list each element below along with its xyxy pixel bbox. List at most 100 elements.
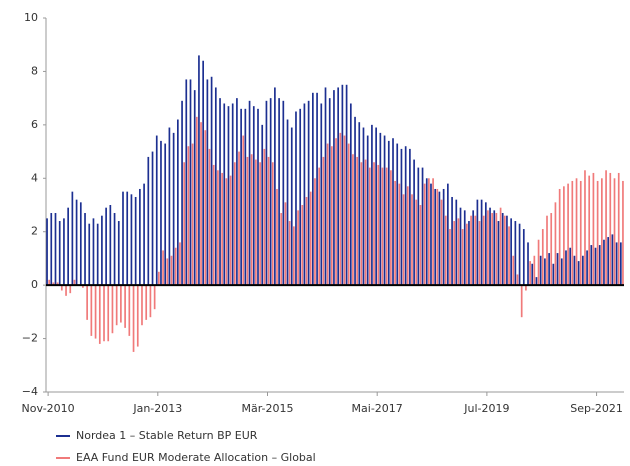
bar <box>162 250 164 286</box>
bar <box>425 178 428 286</box>
bar <box>398 183 401 286</box>
x-tick-label: Mai-2017 <box>352 402 403 415</box>
bar <box>212 164 215 286</box>
bar <box>601 178 603 286</box>
bar <box>71 191 74 286</box>
bar <box>242 135 245 286</box>
bar <box>371 124 373 286</box>
y-tick-label: 4 <box>31 171 38 184</box>
y-tick-label: −4 <box>22 385 38 398</box>
bar <box>533 255 536 286</box>
bar <box>520 285 523 318</box>
bar <box>556 253 559 286</box>
bar <box>149 285 152 318</box>
bar <box>134 196 137 286</box>
bar <box>531 263 534 286</box>
bar <box>84 213 86 286</box>
bar <box>246 156 249 286</box>
bar <box>191 143 194 286</box>
bar <box>409 148 411 286</box>
bar <box>508 226 510 286</box>
bar <box>432 178 434 286</box>
bar <box>377 164 380 286</box>
bar <box>501 213 504 286</box>
bar <box>183 162 186 286</box>
bar <box>109 205 112 286</box>
bar <box>613 178 616 286</box>
bar <box>373 162 375 286</box>
bar <box>459 207 462 286</box>
bar <box>229 175 232 286</box>
bar <box>347 143 350 286</box>
bar <box>447 183 449 286</box>
bar <box>381 167 384 286</box>
bar <box>261 124 264 286</box>
bar <box>103 285 105 342</box>
bar <box>221 172 223 286</box>
bar <box>195 116 198 286</box>
bar <box>290 127 293 286</box>
bar <box>484 202 487 286</box>
bar <box>63 218 65 286</box>
bar <box>299 108 302 286</box>
bar <box>489 207 491 286</box>
bar <box>518 223 521 286</box>
bar <box>343 135 346 286</box>
y-tick-label: 2 <box>31 225 38 238</box>
bar <box>404 146 407 286</box>
bar <box>535 277 538 286</box>
bar <box>461 229 464 286</box>
legend-label: EAA Fund EUR Moderate Allocation – Globa… <box>76 451 316 464</box>
bar <box>278 98 280 286</box>
bar <box>286 119 289 286</box>
bar <box>603 239 605 286</box>
y-tick-label: −2 <box>22 332 38 345</box>
bar <box>558 188 561 286</box>
bar <box>79 202 82 286</box>
bar <box>295 111 297 286</box>
bar <box>349 103 352 286</box>
bar <box>544 258 546 286</box>
bar <box>569 247 572 286</box>
bar <box>82 285 84 288</box>
bar <box>438 191 441 286</box>
bar <box>200 122 202 286</box>
bar <box>128 285 131 336</box>
bar <box>255 159 257 286</box>
x-tick-label: Jul-2019 <box>463 402 509 415</box>
bar <box>147 156 150 286</box>
bar <box>619 242 622 286</box>
bar <box>362 127 365 286</box>
bar <box>233 162 236 286</box>
bar <box>510 218 512 286</box>
bar <box>387 140 390 286</box>
bar <box>120 285 122 323</box>
bar <box>529 261 531 286</box>
bar <box>563 186 565 286</box>
bar <box>565 250 567 286</box>
bar <box>312 92 314 286</box>
bar <box>592 172 595 286</box>
bar <box>282 100 285 286</box>
bar <box>179 242 181 286</box>
bar <box>202 60 205 286</box>
bar <box>305 196 308 286</box>
bar <box>328 98 331 286</box>
bar <box>594 247 597 286</box>
bar <box>73 279 76 286</box>
bar <box>537 239 540 286</box>
bar <box>303 103 306 286</box>
bar <box>402 194 405 286</box>
bar <box>274 87 276 286</box>
x-tick-label: Sep-2021 <box>570 402 623 415</box>
bar <box>271 162 274 286</box>
bar <box>392 138 394 286</box>
bar <box>193 90 196 286</box>
bar <box>482 215 485 286</box>
bar <box>111 285 114 334</box>
bar <box>314 178 316 286</box>
bar <box>56 282 59 286</box>
bar <box>358 122 361 286</box>
bar <box>50 213 53 286</box>
